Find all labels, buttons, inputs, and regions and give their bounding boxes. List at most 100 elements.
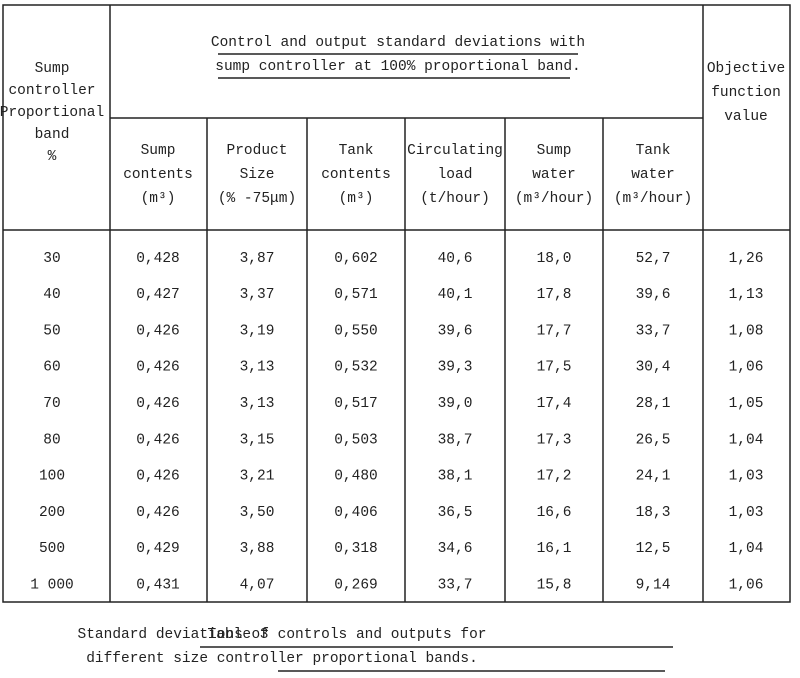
table-cell: 50 (43, 323, 60, 339)
table-cell: 0,269 (334, 578, 378, 594)
table-cell: 0,429 (136, 541, 180, 557)
column-header: (m³/hour) (614, 191, 692, 207)
table-cell: 1,03 (729, 469, 764, 485)
table-cell: 9,14 (636, 578, 671, 594)
table-cell: 3,87 (240, 251, 275, 267)
header-text: band (35, 127, 70, 143)
table-cell: 40,1 (438, 287, 473, 303)
table-cell: 17,5 (537, 360, 572, 376)
table-cell: 0,426 (136, 360, 180, 376)
table-cell: 100 (39, 469, 65, 485)
table-cell: 36,5 (438, 505, 473, 521)
table-cell: 18,0 (537, 251, 572, 267)
table-cell: 4,07 (240, 578, 275, 594)
caption-label: Table 3 (208, 627, 269, 643)
table-cell: 1,06 (729, 578, 764, 594)
table-cell: 40,6 (438, 251, 473, 267)
caption-text: Standard deviations of controls and outp… (78, 627, 487, 643)
table-cell: 3,15 (240, 432, 275, 448)
table-cell: 39,3 (438, 360, 473, 376)
table-cell: 1 000 (30, 578, 74, 594)
table-cell: 39,0 (438, 396, 473, 412)
column-header: Product (227, 143, 288, 159)
table-cell: 0,427 (136, 287, 180, 303)
table-border (2, 4, 791, 603)
header-text: Objective (707, 61, 785, 77)
table-cell: 17,7 (537, 323, 572, 339)
table-cell: 70 (43, 396, 60, 412)
column-header: Sump (141, 143, 176, 159)
group-header: Control and output standard deviations w… (211, 35, 585, 51)
table-cell: 0,503 (334, 432, 378, 448)
table-cell: 30 (43, 251, 60, 267)
table-cell: 3,13 (240, 396, 275, 412)
table-cell: 38,1 (438, 469, 473, 485)
table-cell: 52,7 (636, 251, 671, 267)
header-text: controller (8, 83, 95, 99)
table-cell: 1,06 (729, 360, 764, 376)
table-cell: 28,1 (636, 396, 671, 412)
table-cell: 33,7 (438, 578, 473, 594)
table-cell: 0,426 (136, 432, 180, 448)
table-cell: 0,426 (136, 396, 180, 412)
table-cell: 1,26 (729, 251, 764, 267)
column-header: Tank (636, 143, 671, 159)
table-cell: 200 (39, 505, 65, 521)
table-cell: 0,406 (334, 505, 378, 521)
table-cell: 17,2 (537, 469, 572, 485)
table-cell: 0,550 (334, 323, 378, 339)
table-cell: 0,517 (334, 396, 378, 412)
column-header: contents (321, 167, 391, 183)
table-cell: 3,13 (240, 360, 275, 376)
table-cell: 15,8 (537, 578, 572, 594)
table-cell: 17,3 (537, 432, 572, 448)
table-cell: 18,3 (636, 505, 671, 521)
table-cell: 40 (43, 287, 60, 303)
table-cell: 34,6 (438, 541, 473, 557)
table-cell: 26,5 (636, 432, 671, 448)
header-text: Sump (35, 61, 70, 77)
table-cell: 3,19 (240, 323, 275, 339)
table-cell: 3,50 (240, 505, 275, 521)
table-cell: 0,480 (334, 469, 378, 485)
table-cell: 0,428 (136, 251, 180, 267)
table-cell: 3,37 (240, 287, 275, 303)
table-cell: 0,431 (136, 578, 180, 594)
table-cell: 24,1 (636, 469, 671, 485)
table-cell: 12,5 (636, 541, 671, 557)
table-cell: 1,04 (729, 432, 764, 448)
table-cell: 80 (43, 432, 60, 448)
table-cell: 16,1 (537, 541, 572, 557)
column-header: Size (240, 167, 275, 183)
column-header: Circulating (407, 143, 503, 159)
table-cell: 16,6 (537, 505, 572, 521)
table-cell: 0,426 (136, 469, 180, 485)
table-cell: 0,571 (334, 287, 378, 303)
header-text: % (48, 149, 57, 165)
table-cell: 39,6 (636, 287, 671, 303)
table-cell: 1,13 (729, 287, 764, 303)
table-cell: 30,4 (636, 360, 671, 376)
column-header: (m³/hour) (515, 191, 593, 207)
table-cell: 33,7 (636, 323, 671, 339)
column-header: water (532, 167, 576, 183)
table-cell: 0,602 (334, 251, 378, 267)
table-cell: 500 (39, 541, 65, 557)
table-cell: 0,426 (136, 505, 180, 521)
column-header: (m³) (141, 191, 176, 207)
table-cell: 0,532 (334, 360, 378, 376)
table-cell: 0,426 (136, 323, 180, 339)
table-cell: 1,04 (729, 541, 764, 557)
table-cell: 3,21 (240, 469, 275, 485)
column-header: (t/hour) (420, 191, 490, 207)
table-cell: 3,88 (240, 541, 275, 557)
column-header: water (631, 167, 675, 183)
column-header: contents (123, 167, 193, 183)
header-text: function (711, 85, 781, 101)
caption-text: different size controller proportional b… (86, 651, 478, 667)
column-header: Tank (339, 143, 374, 159)
column-header: load (438, 167, 473, 183)
column-header: (m³) (339, 191, 374, 207)
